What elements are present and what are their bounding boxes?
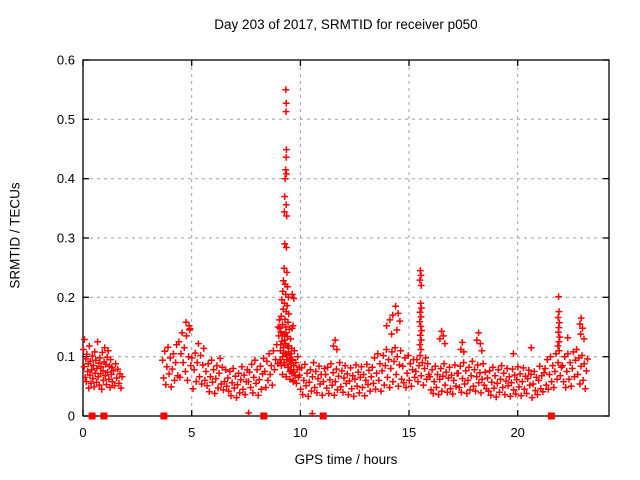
y-tick-label: 0.3 bbox=[57, 231, 75, 246]
y-tick-label: 0 bbox=[68, 409, 75, 424]
y-axis-label: SRMTID / TECUs bbox=[7, 182, 23, 289]
y-tick-label: 0.6 bbox=[57, 53, 75, 68]
scatter-points-SRMTID bbox=[80, 86, 591, 417]
zero-flag-square bbox=[88, 412, 96, 420]
y-tick-label: 0.2 bbox=[57, 290, 75, 305]
zero-flag-square bbox=[100, 412, 108, 420]
x-tick-label: 10 bbox=[293, 425, 307, 440]
zero-flag-square bbox=[260, 412, 268, 420]
x-tick-label: 20 bbox=[510, 425, 524, 440]
y-tick-label: 0.5 bbox=[57, 112, 75, 127]
x-axis-label: GPS time / hours bbox=[294, 452, 398, 467]
x-tick-label: 15 bbox=[402, 425, 416, 440]
x-tick-label: 0 bbox=[79, 425, 86, 440]
y-tick-label: 0.4 bbox=[57, 171, 75, 186]
y-tick-label: 0.1 bbox=[57, 349, 75, 364]
zero-flag-square bbox=[319, 412, 327, 420]
zero-flag-square bbox=[547, 412, 555, 420]
chart-title: Day 203 of 2017, SRMTID for receiver p05… bbox=[214, 17, 478, 32]
zero-flag-square bbox=[160, 412, 168, 420]
x-tick-label: 5 bbox=[188, 425, 195, 440]
